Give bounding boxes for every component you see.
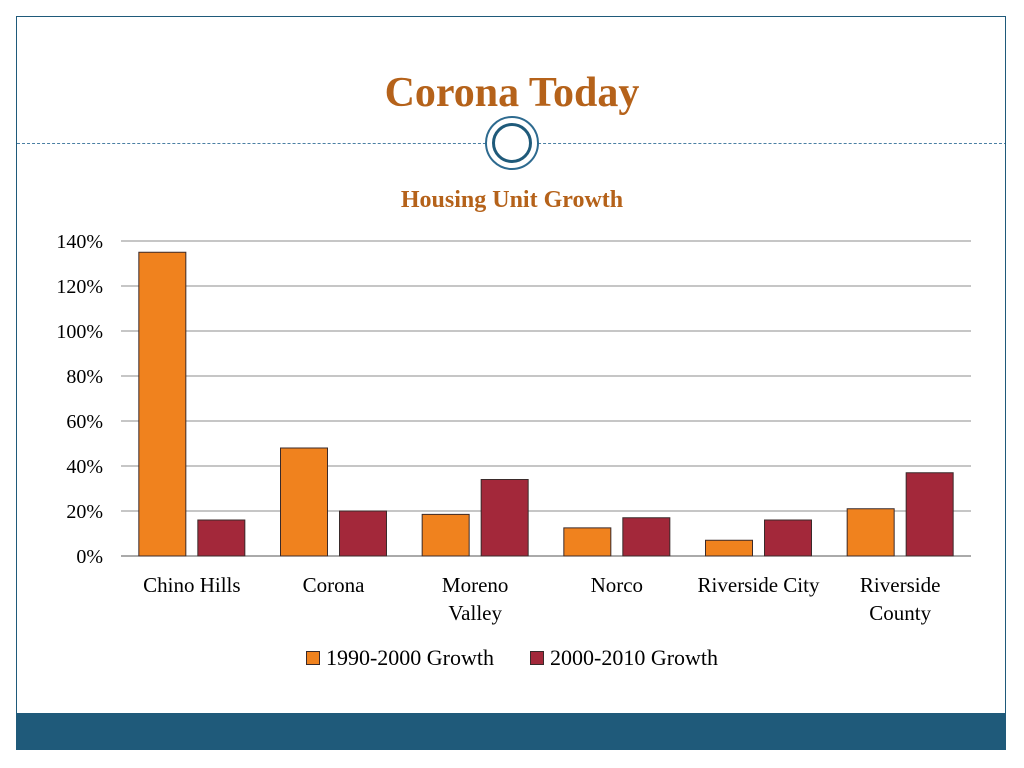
slide-frame: Corona Today Housing Unit Growth 0% 20% 40… bbox=[16, 16, 1006, 750]
bar-series-2 bbox=[480, 479, 529, 557]
bar-series-1 bbox=[846, 508, 895, 557]
y-tick-label: 20% bbox=[66, 501, 103, 523]
bar-series-2 bbox=[905, 472, 954, 557]
x-tick-label: Riverside City bbox=[698, 573, 820, 597]
bar-series-1 bbox=[280, 447, 328, 557]
legend-swatch-series-1 bbox=[305, 651, 320, 665]
legend-item-series-2: 2000-2010 Growth bbox=[530, 645, 718, 671]
slide-title: Corona Today bbox=[384, 70, 640, 116]
bar-series-2 bbox=[339, 510, 387, 557]
bar-series-1 bbox=[138, 251, 187, 557]
chart-title: Housing Unit Growth bbox=[401, 187, 623, 213]
chart-legend: 1990-2000 Growth 2000-2010 Growth bbox=[17, 645, 1005, 671]
x-tick-label: Chino Hills bbox=[143, 573, 240, 597]
footer-bar bbox=[17, 713, 1005, 749]
bar-chart: Housing Unit Growth 0% 20% 40% 60% 80% 100% 12… bbox=[56, 187, 971, 625]
circle-ornament-icon bbox=[485, 116, 539, 170]
x-tick-label: Moreno Valley bbox=[442, 573, 509, 625]
x-tick-label: Corona bbox=[303, 573, 366, 597]
legend-label-series-1: 1990-2000 Growth bbox=[325, 645, 494, 670]
bar-series-2 bbox=[197, 519, 246, 557]
bar-series-2 bbox=[622, 517, 671, 557]
bar-series-1 bbox=[563, 527, 612, 557]
bar-series-1 bbox=[421, 513, 470, 557]
legend-swatch-series-2 bbox=[530, 651, 544, 665]
y-tick-label: 40% bbox=[66, 456, 103, 478]
y-tick-label: 100% bbox=[56, 321, 103, 343]
legend-label-series-2: 2000-2010 Growth bbox=[550, 645, 719, 670]
legend-item-series-1: 1990-2000 Growth bbox=[305, 645, 494, 671]
bar-series-2 bbox=[764, 519, 812, 557]
bar-series-1 bbox=[705, 539, 753, 557]
y-tick-label: 80% bbox=[66, 366, 103, 388]
y-tick-label: 0% bbox=[76, 546, 103, 568]
y-tick-label: 140% bbox=[56, 231, 103, 253]
y-tick-label: 60% bbox=[66, 411, 103, 433]
y-tick-label: 120% bbox=[56, 276, 103, 298]
x-tick-label: Riverside County bbox=[860, 573, 940, 625]
x-tick-label: Norco bbox=[591, 573, 643, 597]
